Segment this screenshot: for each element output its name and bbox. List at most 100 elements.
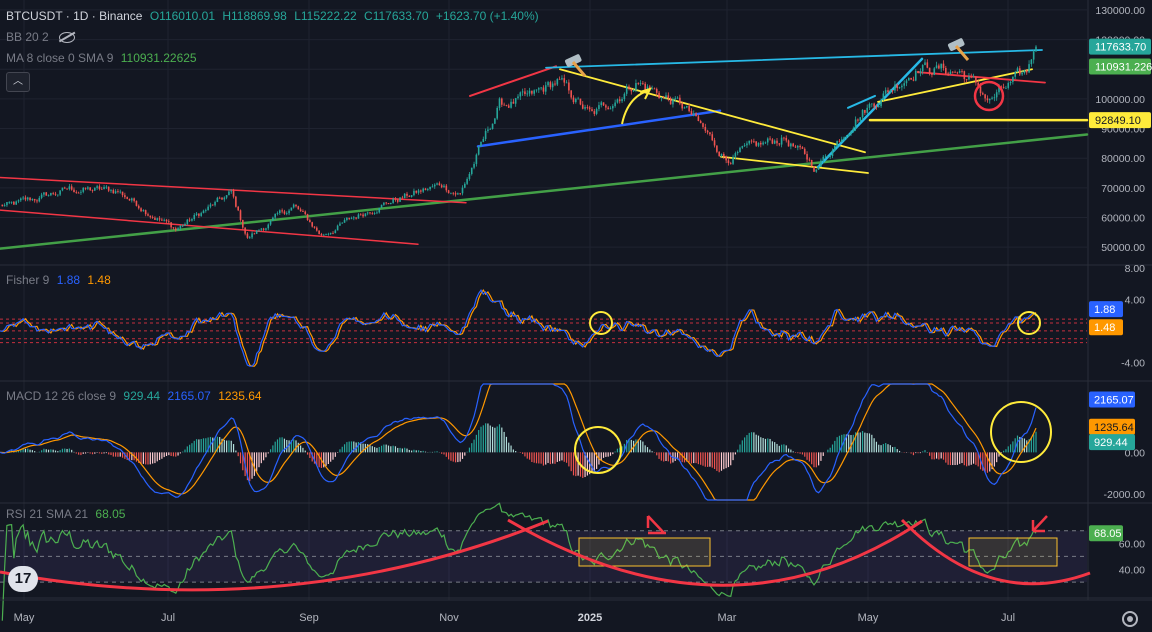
candle-body <box>283 211 286 214</box>
candle-body <box>121 191 124 196</box>
candle-body <box>854 119 857 129</box>
candle-body <box>22 197 24 199</box>
candle-body <box>422 188 424 192</box>
low-value: L115222.22 <box>294 9 357 23</box>
falling-wedge-top <box>559 68 866 154</box>
bb-label: BB 20 2 <box>6 30 49 44</box>
candle-body <box>801 147 804 149</box>
rising-channel-inner <box>847 94 876 109</box>
candle-body <box>570 90 572 98</box>
candle-body <box>986 98 989 101</box>
candle-body <box>843 137 845 140</box>
candle-body <box>489 129 492 130</box>
fisher-value-box-1 <box>1089 319 1123 336</box>
ma-legend[interactable]: MA 8 close 0 SMA 9 110931.22625 <box>6 51 201 65</box>
macd-legend[interactable]: MACD 12 26 close 9 929.44 2165.07 1235.6… <box>6 389 266 403</box>
candle-body <box>385 202 387 204</box>
candle-body <box>628 86 630 89</box>
fisher-legend[interactable]: Fisher 9 1.88 1.48 <box>6 273 115 287</box>
candle-body <box>921 65 924 72</box>
candle-body <box>225 195 228 198</box>
candle-body <box>302 211 304 213</box>
candle-body <box>577 98 579 100</box>
candle-body <box>154 217 156 220</box>
candle-body <box>968 76 970 80</box>
candle-body <box>877 106 880 108</box>
candle-body <box>917 70 919 74</box>
gear-icon[interactable] <box>1122 611 1138 627</box>
candle-body <box>595 109 598 114</box>
collapse-legend-button[interactable]: ︿ <box>6 72 30 92</box>
channel-bottom-line <box>0 209 419 245</box>
candle-body <box>561 78 563 80</box>
candle-body <box>898 87 901 89</box>
candle-body <box>438 183 441 186</box>
time-tick-label: Sep <box>299 612 319 624</box>
candle-body <box>366 212 369 214</box>
macd-value-label: 1235.64 <box>1094 422 1134 434</box>
candle-body <box>732 156 734 164</box>
candle-body <box>299 209 302 212</box>
candle-body <box>852 128 855 133</box>
candle-body <box>581 104 584 109</box>
rsi-legend[interactable]: RSI 21 SMA 21 68.05 <box>6 507 129 521</box>
candle-body <box>292 204 295 208</box>
rising-wedge-support <box>877 68 1033 103</box>
fisher-trigger-line <box>2 288 1037 367</box>
candle-body <box>184 224 186 226</box>
candle-body <box>542 87 545 92</box>
candle-body <box>630 88 633 92</box>
candle-body <box>334 230 337 234</box>
candle-body <box>575 98 577 103</box>
candle-body <box>417 190 420 193</box>
candle-body <box>910 77 912 80</box>
candle-body <box>357 214 360 219</box>
candle-body <box>186 219 189 225</box>
hammer-handle-0 <box>571 61 587 77</box>
candle-body <box>686 106 688 108</box>
candle-body <box>320 233 323 236</box>
candle-body <box>332 232 334 234</box>
candle-body <box>799 145 801 148</box>
yellow-arrow-head <box>639 87 652 100</box>
price-tick-label: 100000.00 <box>1095 94 1145 106</box>
candle-body <box>526 93 529 95</box>
price-label-box-2 <box>1089 112 1151 129</box>
candle-body <box>739 147 741 153</box>
candle-body <box>783 137 785 139</box>
candle-body <box>635 83 637 91</box>
change-value: +1623.70 (+1.40%) <box>435 9 539 23</box>
candle-body <box>364 213 367 217</box>
candle-body <box>170 222 172 228</box>
candle-body <box>348 217 350 219</box>
rsi-arrow-1 <box>646 515 666 535</box>
candle-body <box>750 140 753 142</box>
candle-body <box>773 140 776 144</box>
bb-legend[interactable]: BB 20 2 <box>6 30 79 44</box>
symbol-title[interactable]: BTCUSDT · 1D · Binance <box>6 9 143 23</box>
candle-body <box>720 154 723 157</box>
candle-body <box>452 192 455 194</box>
rsi-arc-3 <box>900 518 1091 586</box>
rsi-range-box-1 <box>578 537 711 567</box>
candle-body <box>554 83 556 85</box>
hidden-eye-icon[interactable] <box>58 32 75 44</box>
candle-body <box>958 71 961 73</box>
candle-body <box>706 130 709 133</box>
candle-body <box>110 190 112 191</box>
candle-body <box>376 212 378 214</box>
candle-body <box>889 89 892 93</box>
candle-body <box>810 159 813 167</box>
candle-body <box>847 134 850 137</box>
candle-body <box>1032 51 1035 60</box>
candle-body <box>45 192 48 196</box>
candle-body <box>1028 64 1030 73</box>
candle-body <box>901 85 903 88</box>
candle-body <box>584 107 586 109</box>
candle-body <box>517 96 519 99</box>
candle-body <box>829 155 831 157</box>
candle-body <box>80 191 82 193</box>
macd-value-label: 2165.07 <box>1094 395 1134 407</box>
candle-body <box>73 189 75 193</box>
